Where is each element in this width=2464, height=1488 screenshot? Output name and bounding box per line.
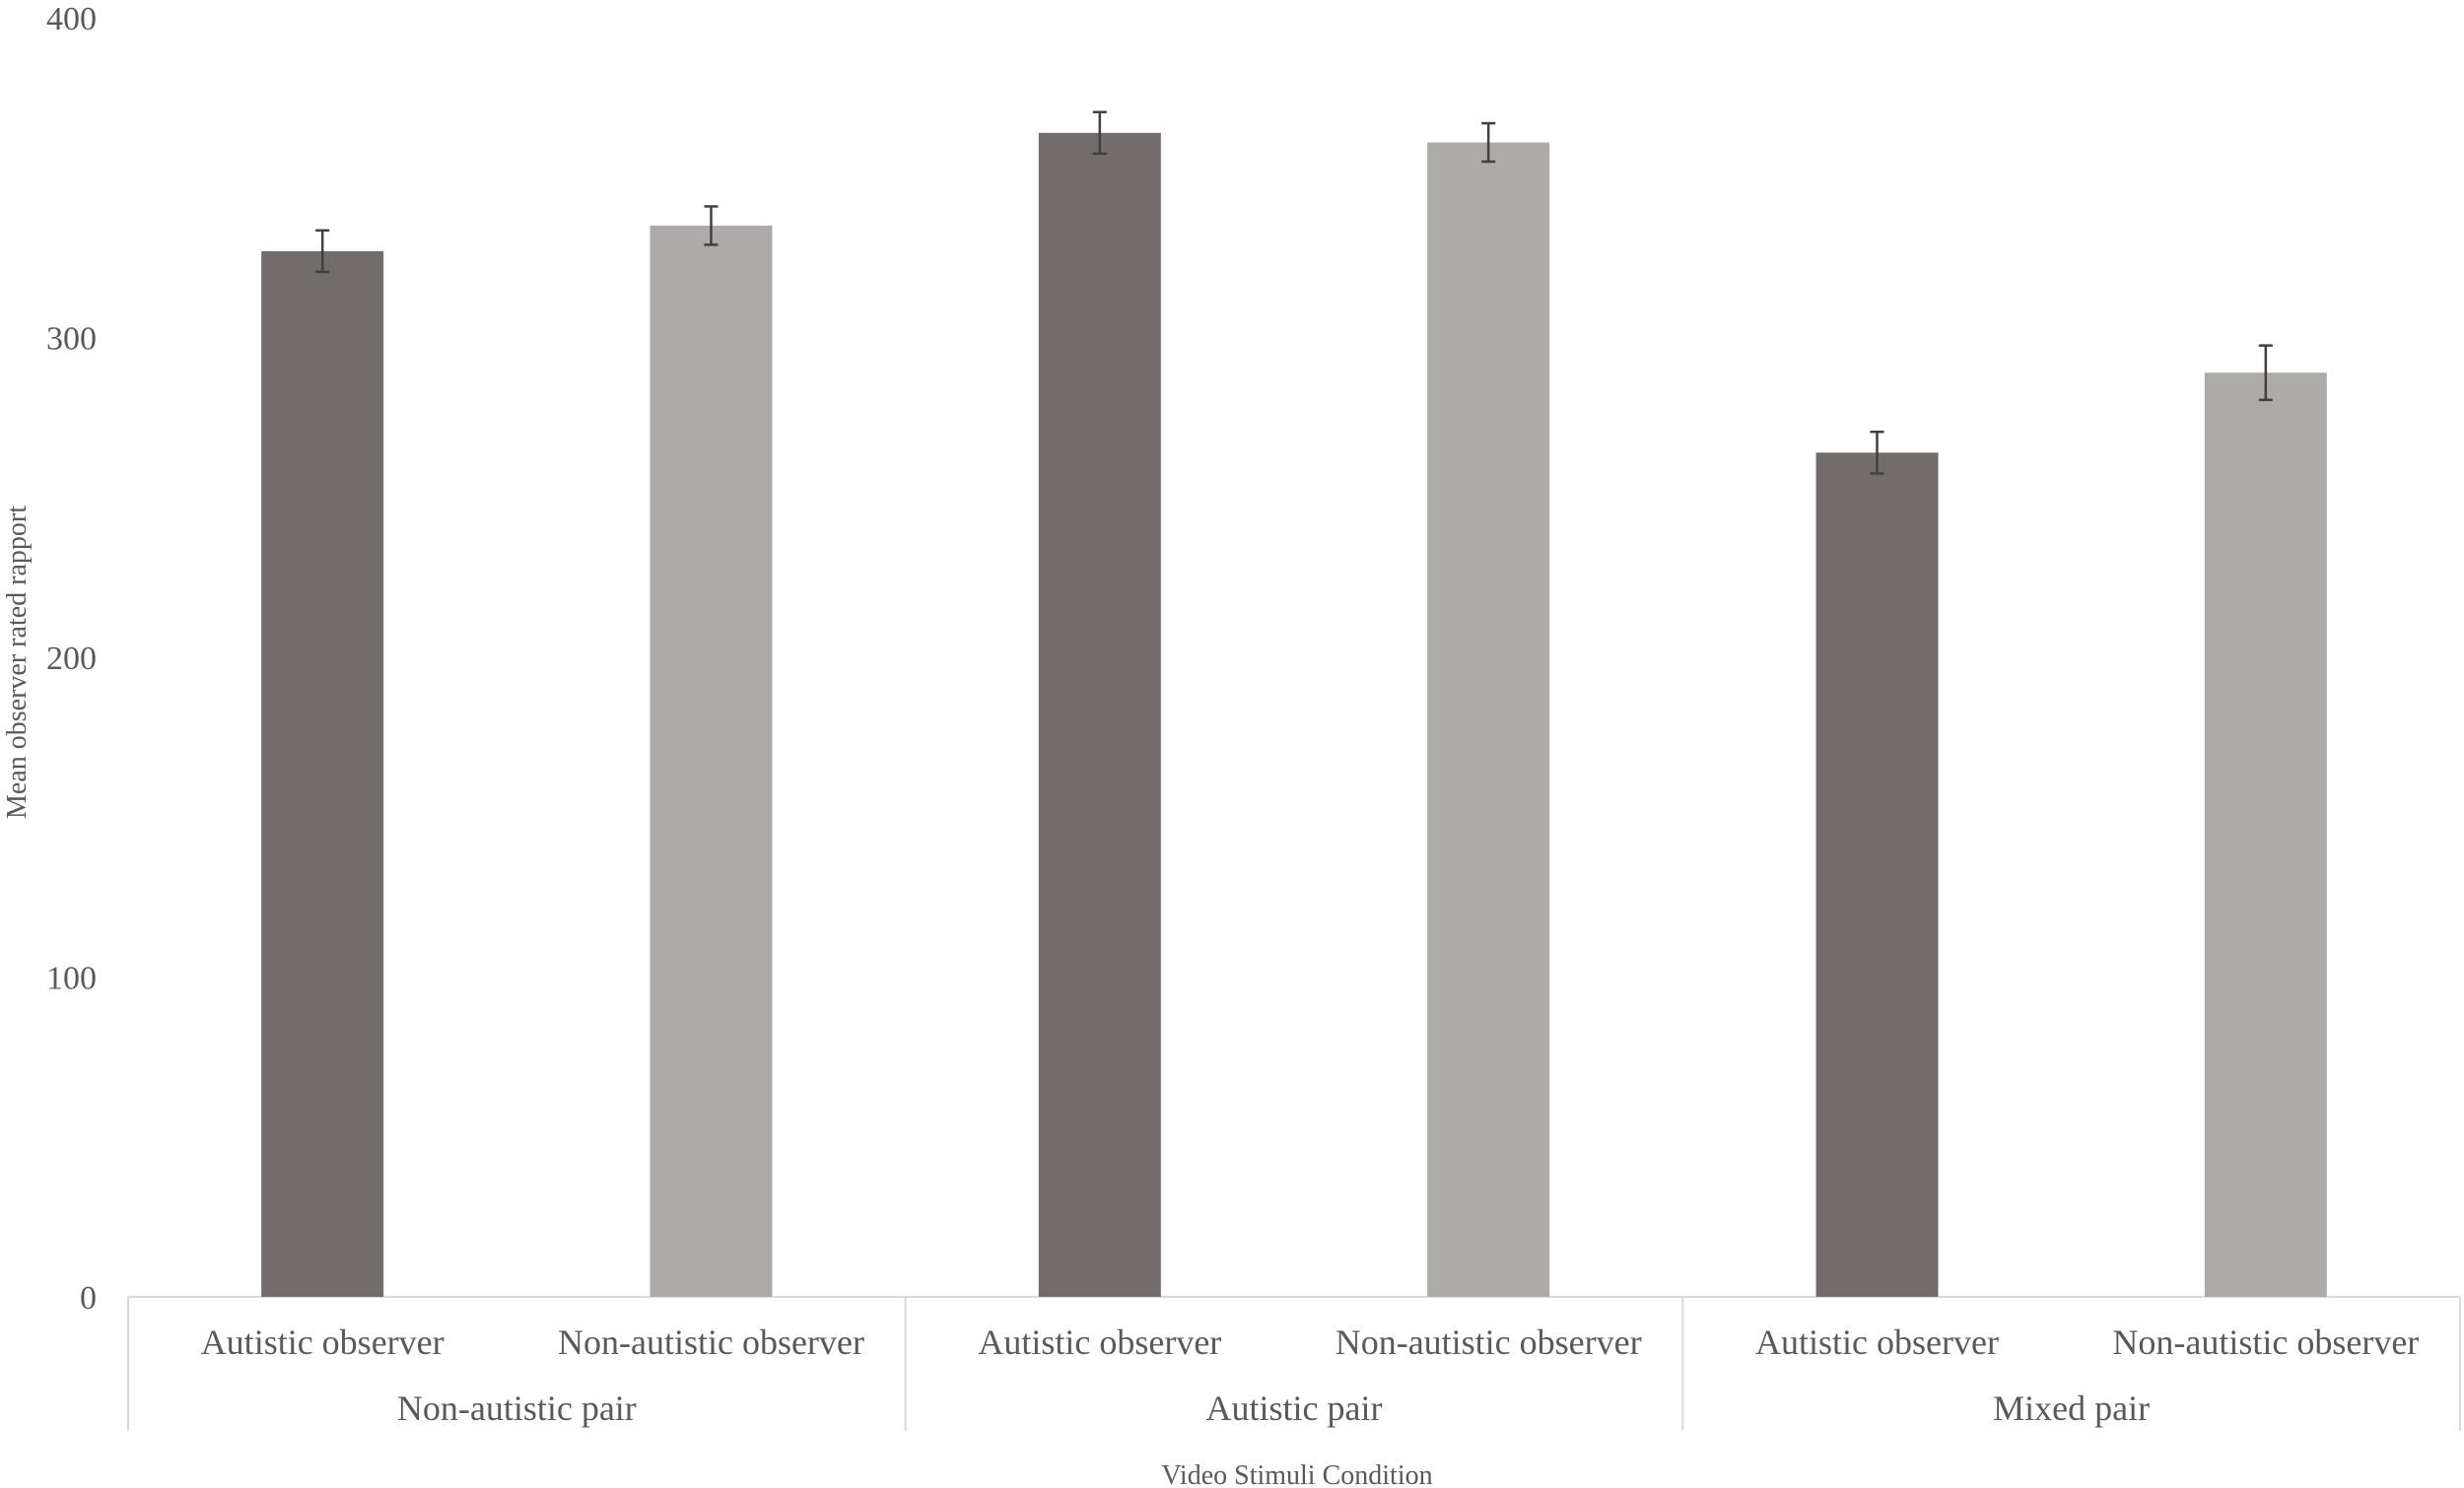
bars xyxy=(261,132,2327,1298)
category-label: Non-autistic observer xyxy=(1335,1322,1642,1362)
y-tick-label: 100 xyxy=(46,961,97,997)
bar xyxy=(1427,142,1550,1298)
y-axis-title: Mean observer rated rapport xyxy=(2,506,33,819)
group-label: Non-autistic pair xyxy=(397,1388,637,1428)
error-bars xyxy=(315,110,2273,475)
group-label: Mixed pair xyxy=(1993,1388,2150,1428)
bar xyxy=(650,225,773,1297)
group-labels: Non-autistic pair Autistic pair Mixed pair xyxy=(397,1388,2150,1428)
y-tick-label: 0 xyxy=(80,1280,97,1317)
x-axis-title: Video Stimuli Condition xyxy=(1161,1460,1432,1488)
category-label: Autistic observer xyxy=(1755,1322,1999,1362)
category-label: Non-autistic observer xyxy=(558,1322,864,1362)
y-tick-label: 400 xyxy=(46,1,97,37)
y-tick-label: 200 xyxy=(46,641,97,677)
bar xyxy=(1815,452,1939,1297)
y-tick-label: 300 xyxy=(46,321,97,358)
category-label: Non-autistic observer xyxy=(2112,1322,2419,1362)
group-label: Autistic pair xyxy=(1206,1388,1383,1428)
y-axis-ticks: 0 100 200 300 400 xyxy=(46,1,97,1317)
category-labels: Autistic observer Non-autistic observer Au… xyxy=(201,1322,2420,1362)
category-label: Autistic observer xyxy=(201,1322,445,1362)
bar xyxy=(2204,372,2327,1297)
bar xyxy=(261,250,384,1297)
bar xyxy=(1038,132,1161,1297)
axes xyxy=(127,1296,2461,1431)
category-label: Autistic observer xyxy=(978,1322,1221,1362)
